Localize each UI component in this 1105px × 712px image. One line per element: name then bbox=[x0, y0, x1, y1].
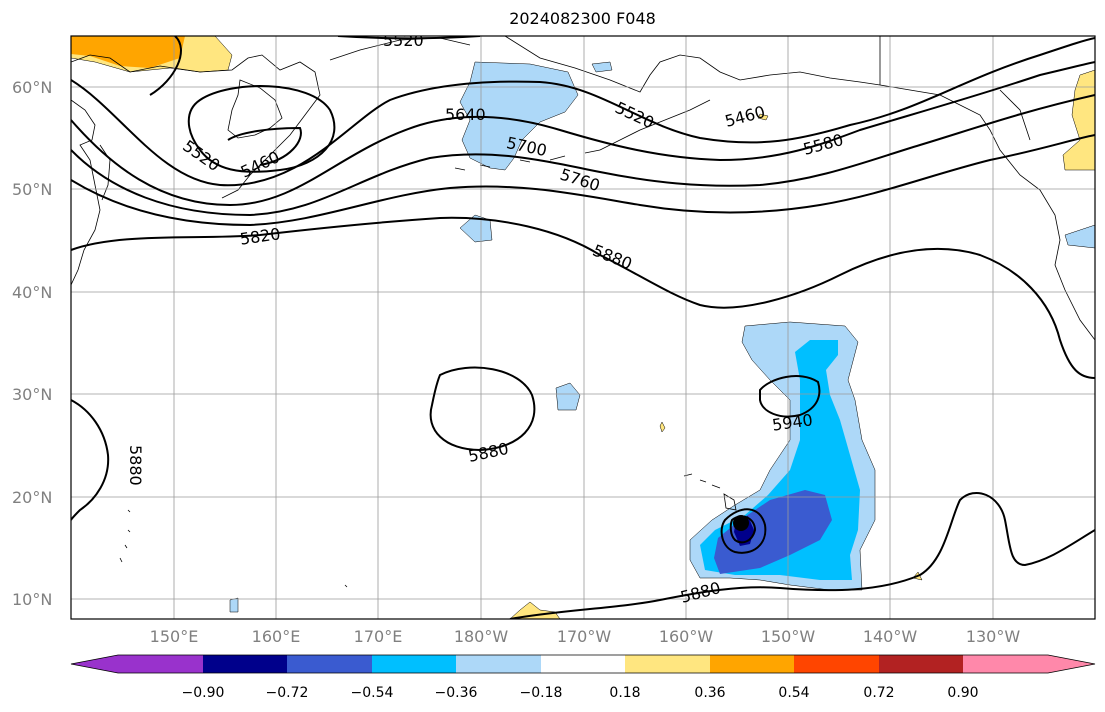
lon-tick-label: 180°W bbox=[454, 627, 509, 646]
colorbar-segment bbox=[625, 655, 710, 673]
map-title: 2024082300 F048 bbox=[509, 9, 656, 28]
lon-tick-label: 170°E bbox=[354, 627, 403, 646]
lat-axis: 60°N 50°N 40°N 30°N 20°N 10°N bbox=[12, 78, 52, 609]
lon-tick-label: 150°E bbox=[150, 627, 199, 646]
contour-label: 5640 bbox=[445, 105, 486, 124]
colorbar: −0.90 −0.72 −0.54 −0.36 −0.18 0.18 0.36 … bbox=[70, 654, 1096, 701]
lat-tick-label: 10°N bbox=[12, 590, 52, 609]
shading-layer bbox=[71, 36, 1095, 619]
colorbar-tick-label: 0.72 bbox=[863, 685, 894, 701]
lat-tick-label: 50°N bbox=[12, 180, 52, 199]
coastlines bbox=[71, 36, 1095, 588]
contour-label: 5880 bbox=[126, 445, 145, 486]
colorbar-segment bbox=[879, 655, 963, 673]
lon-tick-label: 170°W bbox=[557, 627, 612, 646]
colorbar-tick-label: −0.90 bbox=[182, 685, 225, 701]
colorbar-extend-max bbox=[963, 655, 1095, 673]
lat-tick-label: 30°N bbox=[12, 385, 52, 404]
colorbar-tick-label: 0.18 bbox=[609, 685, 640, 701]
colorbar-tick-label: 0.54 bbox=[778, 685, 809, 701]
colorbar-tick-label: −0.36 bbox=[435, 685, 478, 701]
colorbar-segment bbox=[287, 655, 372, 673]
colorbar-segment bbox=[203, 655, 287, 673]
lon-tick-label: 150°W bbox=[761, 627, 816, 646]
lon-tick-label: 130°W bbox=[966, 627, 1021, 646]
contour-label: 5520 bbox=[383, 31, 424, 50]
lat-tick-label: 20°N bbox=[12, 488, 52, 507]
lon-tick-label: 160°E bbox=[252, 627, 301, 646]
height-contours bbox=[71, 36, 1095, 619]
colorbar-tick-label: 0.36 bbox=[694, 685, 725, 701]
map-area bbox=[71, 36, 1095, 619]
map-frame bbox=[70, 35, 1096, 620]
colorbar-tick-label: 0.90 bbox=[947, 685, 978, 701]
colorbar-segment bbox=[541, 655, 625, 673]
colorbar-segment bbox=[118, 655, 203, 673]
lat-tick-label: 60°N bbox=[12, 78, 52, 97]
colorbar-tick-label: −0.72 bbox=[266, 685, 309, 701]
gridlines bbox=[71, 36, 1095, 619]
lon-tick-label: 160°W bbox=[659, 627, 714, 646]
colorbar-segment bbox=[710, 655, 794, 673]
colorbar-tick-label: −0.18 bbox=[520, 685, 563, 701]
lon-axis: 150°E 160°E 170°E 180°W 170°W 160°W 150°… bbox=[150, 627, 1021, 646]
colorbar-extend-min bbox=[71, 655, 118, 673]
map-content: 5520 5520 5460 5640 5520 5460 5580 5700 … bbox=[71, 31, 1095, 619]
lon-tick-label: 140°W bbox=[863, 627, 918, 646]
colorbar-tick-label: −0.54 bbox=[351, 685, 394, 701]
lat-tick-label: 40°N bbox=[12, 283, 52, 302]
colorbar-segment bbox=[456, 655, 541, 673]
storm-marker bbox=[733, 515, 749, 531]
colorbar-segment bbox=[794, 655, 879, 673]
colorbar-segment bbox=[372, 655, 456, 673]
